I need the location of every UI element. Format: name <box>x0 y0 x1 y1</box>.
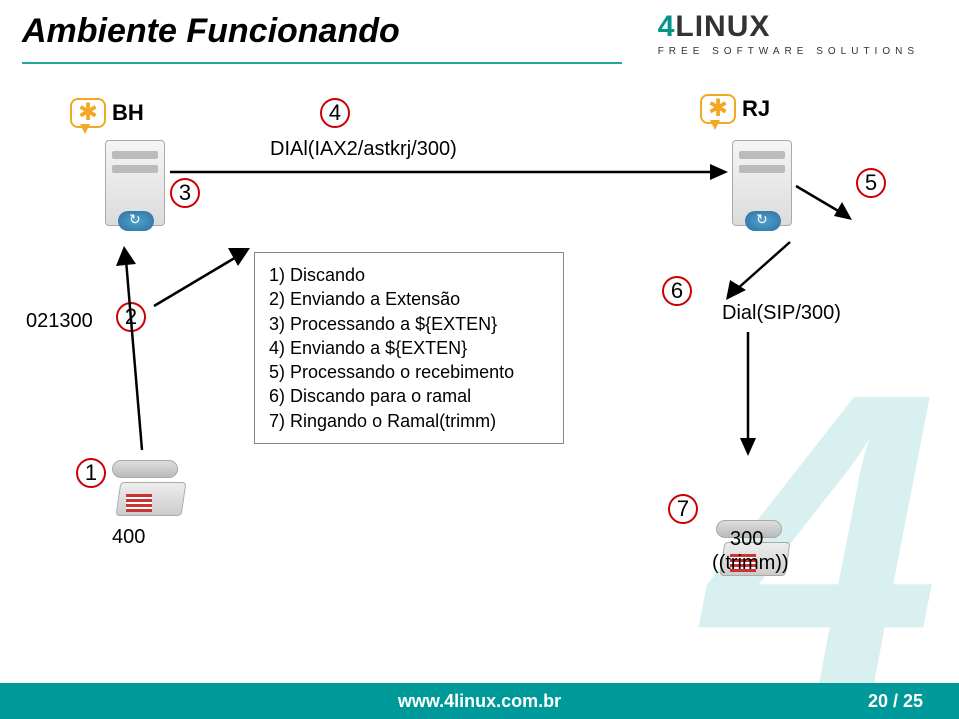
step-3: 3) Processando a ${EXTEN} <box>269 312 549 336</box>
slide-title: Ambiente Funcionando <box>22 12 400 51</box>
steps-list: 1) Discando 2) Enviando a Extensão 3) Pr… <box>254 252 564 444</box>
step-7: 7) Ringando o Ramal(trimm) <box>269 409 549 433</box>
arrow-7 <box>736 332 760 458</box>
slide-header: Ambiente Funcionando 4LINUX FREE SOFTWAR… <box>0 0 959 86</box>
rj-text: RJ <box>742 96 770 122</box>
server-bh <box>105 140 165 226</box>
marker-1: 1 <box>76 458 106 488</box>
server-rj-box <box>732 140 792 226</box>
arrow-2 <box>150 244 254 312</box>
logo-tagline: FREE SOFTWARE SOLUTIONS <box>658 46 919 57</box>
brand-logo: 4LINUX FREE SOFTWARE SOLUTIONS <box>658 10 919 57</box>
arrow-1 <box>112 246 154 456</box>
step-5: 5) Processando o recebimento <box>269 360 549 384</box>
step-1: 1) Discando <box>269 263 549 287</box>
reload-icon <box>745 211 781 231</box>
bh-node-label: ✱ BH <box>70 98 144 128</box>
marker-3: 3 <box>170 178 200 208</box>
logo-wordmark: 4LINUX <box>658 10 919 44</box>
phone-400-label: 400 <box>112 526 145 549</box>
phone-400 <box>112 460 190 516</box>
logo-word: LINUX <box>675 10 770 44</box>
marker-5: 5 <box>856 168 886 198</box>
diagram-canvas: ✱ BH 3 4 DIAl(IAX2/astkrj/300) ✱ RJ <box>0 88 959 668</box>
slide-footer: www.4linux.com.br 20 / 25 <box>0 683 959 719</box>
step-6: 6) Discando para o ramal <box>269 384 549 408</box>
slide-root: 4 Ambiente Funcionando 4LINUX FREE SOFTW… <box>0 0 959 719</box>
logo-digit: 4 <box>658 16 676 38</box>
step-2: 2) Enviando a Extensão <box>269 287 549 311</box>
phone-300-label: 300 <box>730 528 763 551</box>
asterisk-icon: ✱ <box>700 94 736 124</box>
bh-text: BH <box>112 100 144 126</box>
arrow-4 <box>170 162 728 182</box>
server-bh-box <box>105 140 165 226</box>
marker-4: 4 <box>320 98 350 128</box>
trimm-label: ((trimm)) <box>712 552 789 575</box>
dial-iax-label: DIAl(IAX2/astkrj/300) <box>270 138 457 161</box>
arrow-6 <box>720 238 800 308</box>
rj-node-label: ✱ RJ <box>700 94 770 124</box>
arrow-5 <box>796 178 856 236</box>
step-4: 4) Enviando a ${EXTEN} <box>269 336 549 360</box>
marker-7: 7 <box>668 494 698 524</box>
footer-url: www.4linux.com.br <box>398 691 561 712</box>
footer-page: 20 / 25 <box>561 691 923 712</box>
marker-6: 6 <box>662 276 692 306</box>
reload-icon <box>118 211 154 231</box>
server-rj <box>732 140 792 226</box>
ext-021300: 021300 <box>26 310 93 333</box>
title-underline <box>22 62 622 64</box>
asterisk-icon: ✱ <box>70 98 106 128</box>
